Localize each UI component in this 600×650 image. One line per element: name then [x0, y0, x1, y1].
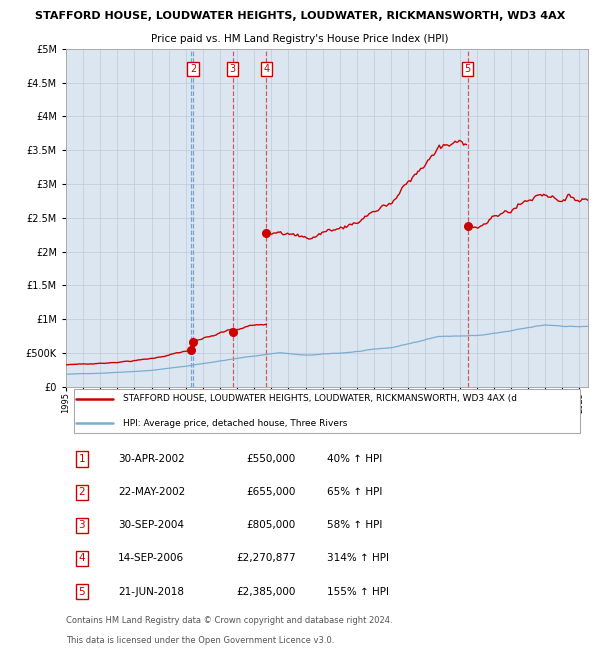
Text: STAFFORD HOUSE, LOUDWATER HEIGHTS, LOUDWATER, RICKMANSWORTH, WD3 4AX: STAFFORD HOUSE, LOUDWATER HEIGHTS, LOUDW… — [35, 11, 565, 21]
Text: 4: 4 — [79, 553, 85, 564]
Text: 40% ↑ HPI: 40% ↑ HPI — [327, 454, 382, 464]
Text: 3: 3 — [230, 64, 236, 74]
Text: 155% ↑ HPI: 155% ↑ HPI — [327, 586, 389, 597]
Text: £2,385,000: £2,385,000 — [236, 586, 296, 597]
Text: £805,000: £805,000 — [247, 520, 296, 530]
Text: STAFFORD HOUSE, LOUDWATER HEIGHTS, LOUDWATER, RICKMANSWORTH, WD3 4AX (d: STAFFORD HOUSE, LOUDWATER HEIGHTS, LOUDW… — [124, 395, 517, 404]
Text: 5: 5 — [79, 586, 85, 597]
FancyBboxPatch shape — [74, 389, 580, 433]
Text: £655,000: £655,000 — [247, 488, 296, 497]
Text: 30-APR-2002: 30-APR-2002 — [118, 454, 185, 464]
Text: 4: 4 — [263, 64, 269, 74]
Text: 65% ↑ HPI: 65% ↑ HPI — [327, 488, 382, 497]
Text: Contains HM Land Registry data © Crown copyright and database right 2024.: Contains HM Land Registry data © Crown c… — [66, 616, 392, 625]
Text: 1: 1 — [79, 454, 85, 464]
Text: HPI: Average price, detached house, Three Rivers: HPI: Average price, detached house, Thre… — [124, 419, 348, 428]
Text: 58% ↑ HPI: 58% ↑ HPI — [327, 520, 382, 530]
Text: 2: 2 — [190, 64, 196, 74]
Text: 21-JUN-2018: 21-JUN-2018 — [118, 586, 184, 597]
Text: 2: 2 — [79, 488, 85, 497]
Text: Price paid vs. HM Land Registry's House Price Index (HPI): Price paid vs. HM Land Registry's House … — [151, 34, 449, 44]
Text: 30-SEP-2004: 30-SEP-2004 — [118, 520, 184, 530]
Text: This data is licensed under the Open Government Licence v3.0.: This data is licensed under the Open Gov… — [66, 636, 334, 645]
Text: 3: 3 — [79, 520, 85, 530]
Text: 314% ↑ HPI: 314% ↑ HPI — [327, 553, 389, 564]
Text: 5: 5 — [464, 64, 471, 74]
Text: £550,000: £550,000 — [247, 454, 296, 464]
Text: £2,270,877: £2,270,877 — [236, 553, 296, 564]
Text: 14-SEP-2006: 14-SEP-2006 — [118, 553, 184, 564]
Text: 22-MAY-2002: 22-MAY-2002 — [118, 488, 185, 497]
